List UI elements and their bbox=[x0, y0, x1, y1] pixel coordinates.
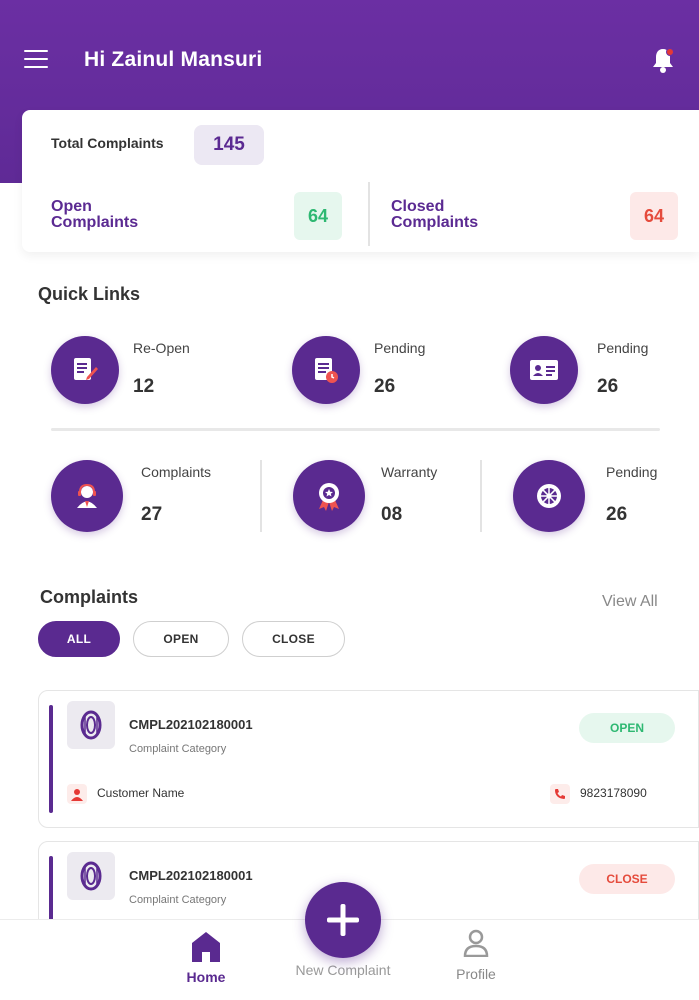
id-card-icon bbox=[510, 336, 578, 404]
quick-links-divider-vertical bbox=[480, 460, 482, 532]
bell-icon[interactable] bbox=[650, 46, 676, 74]
greeting-text: Hi Zainul Mansuri bbox=[84, 48, 263, 71]
total-complaints-label: Total Complaints bbox=[51, 135, 164, 151]
nav-home[interactable]: Home bbox=[180, 928, 232, 985]
quick-link-warranty[interactable]: Warranty 08 bbox=[293, 460, 473, 534]
tyre-icon bbox=[67, 701, 115, 749]
new-complaint-fab[interactable] bbox=[305, 882, 381, 958]
quick-link-label: Pending bbox=[374, 340, 426, 356]
home-icon bbox=[180, 928, 232, 964]
quick-link-label: Complaints bbox=[141, 464, 212, 480]
quick-link-value: 26 bbox=[374, 376, 396, 397]
summary-card: Total Complaints 145 Open Complaints 64 … bbox=[22, 110, 699, 252]
tyre-icon bbox=[67, 852, 115, 900]
nav-home-label: Home bbox=[186, 969, 226, 985]
phone-icon[interactable] bbox=[550, 784, 570, 804]
notification-dot bbox=[666, 48, 674, 56]
open-complaints-value[interactable]: 64 bbox=[294, 192, 342, 240]
person-icon bbox=[67, 784, 87, 804]
support-agent-icon bbox=[51, 460, 123, 532]
nav-new-complaint[interactable]: New Complaint bbox=[286, 962, 400, 978]
total-complaints-value: 145 bbox=[194, 125, 264, 165]
customer-name: Customer Name bbox=[97, 786, 185, 800]
nav-profile[interactable]: Profile bbox=[446, 928, 506, 982]
filter-open-chip[interactable]: OPEN bbox=[133, 621, 229, 657]
closed-complaints-label[interactable]: Closed Complaints bbox=[391, 198, 479, 231]
award-badge-icon bbox=[293, 460, 365, 532]
quick-link-reopen[interactable]: Re-Open 12 bbox=[51, 336, 231, 406]
quick-link-pending-3[interactable]: Pending 26 bbox=[513, 460, 693, 534]
nav-profile-label: Profile bbox=[456, 966, 496, 982]
filter-close-chip[interactable]: CLOSE bbox=[242, 621, 345, 657]
card-accent-bar bbox=[49, 856, 53, 930]
status-badge: OPEN bbox=[579, 713, 675, 743]
quick-link-value: 26 bbox=[597, 376, 619, 397]
hamburger-menu-icon[interactable] bbox=[24, 50, 48, 70]
complaint-category: Complaint Category bbox=[129, 743, 227, 755]
complaint-id: CMPL202102180001 bbox=[129, 868, 253, 883]
profile-icon bbox=[446, 928, 506, 958]
summary-divider bbox=[368, 182, 370, 246]
complaint-id: CMPL202102180001 bbox=[129, 717, 253, 732]
plus-icon bbox=[327, 904, 359, 936]
quick-link-label: Pending bbox=[606, 464, 658, 480]
complaints-title: Complaints bbox=[40, 587, 139, 607]
nav-new-complaint-label: New Complaint bbox=[295, 962, 391, 978]
quick-link-value: 08 bbox=[381, 504, 403, 525]
edit-document-icon bbox=[51, 336, 119, 404]
quick-link-pending-1[interactable]: Pending 26 bbox=[292, 336, 472, 406]
quick-link-value: 12 bbox=[133, 376, 155, 397]
quick-links-title: Quick Links bbox=[38, 284, 141, 304]
customer-phone[interactable]: 9823178090 bbox=[580, 786, 647, 800]
quick-links-divider bbox=[51, 428, 660, 431]
quick-link-label: Warranty bbox=[381, 464, 438, 480]
quick-link-complaints[interactable]: Complaints 27 bbox=[51, 460, 251, 534]
wheel-icon bbox=[513, 460, 585, 532]
status-badge: CLOSE bbox=[579, 864, 675, 894]
closed-complaints-value[interactable]: 64 bbox=[630, 192, 678, 240]
quick-links-divider-vertical bbox=[260, 460, 262, 532]
filter-all-chip[interactable]: ALL bbox=[38, 621, 120, 657]
open-complaints-label[interactable]: Open Complaints bbox=[51, 198, 139, 231]
view-all-link[interactable]: View All bbox=[602, 593, 658, 610]
complaint-card[interactable]: CMPL202102180001 Complaint Category OPEN… bbox=[38, 690, 699, 828]
quick-link-pending-2[interactable]: Pending 26 bbox=[510, 336, 690, 406]
document-clock-icon bbox=[292, 336, 360, 404]
complaint-category: Complaint Category bbox=[129, 894, 227, 906]
quick-link-label: Re-Open bbox=[133, 340, 190, 356]
quick-link-value: 27 bbox=[141, 504, 163, 525]
quick-link-value: 26 bbox=[606, 504, 628, 525]
card-accent-bar bbox=[49, 705, 53, 813]
quick-link-label: Pending bbox=[597, 340, 649, 356]
